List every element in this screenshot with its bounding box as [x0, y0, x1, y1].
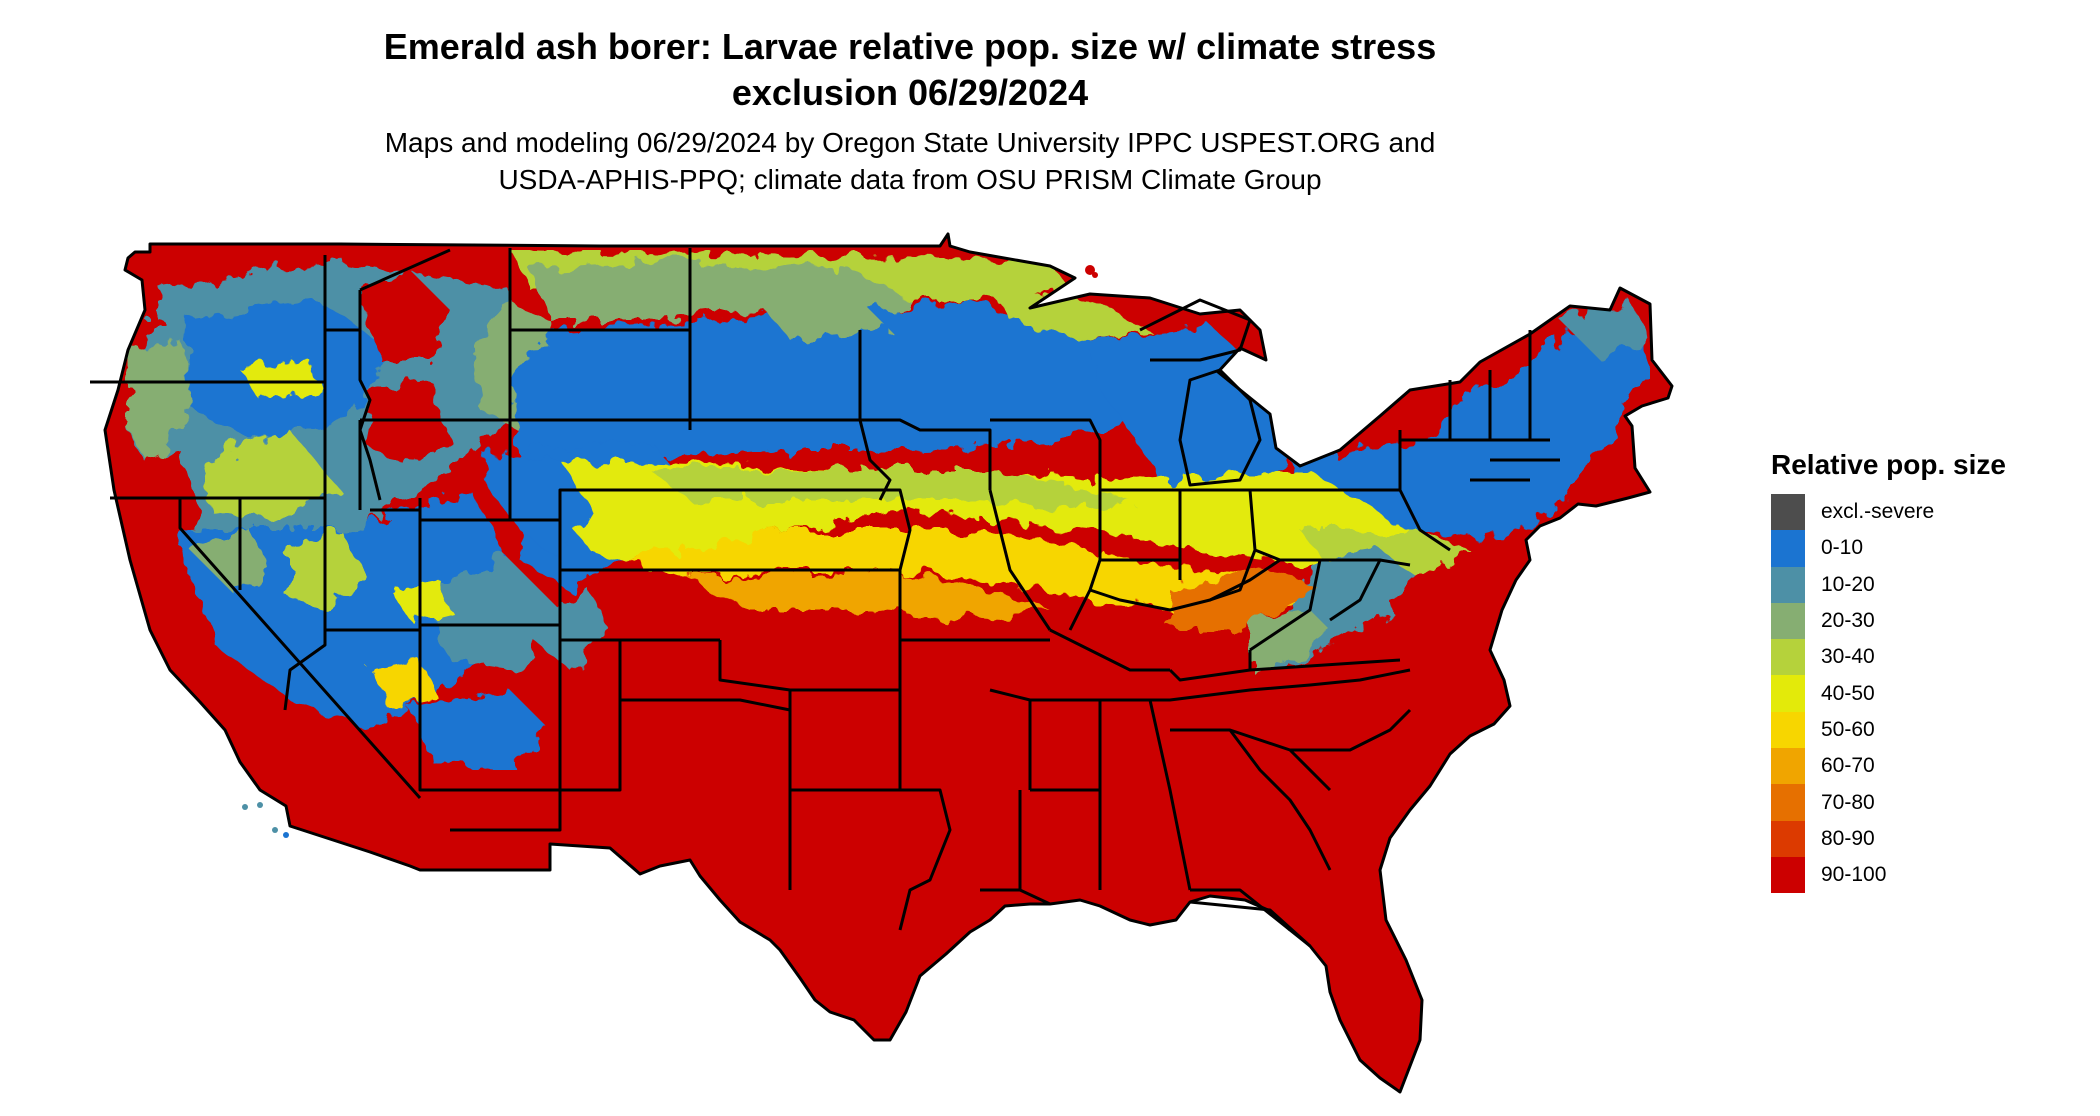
legend-label: 70-80	[1821, 790, 1875, 814]
legend-swatch	[1771, 856, 1805, 894]
legend-label: 0-10	[1821, 536, 1864, 560]
legend-swatch	[1771, 675, 1805, 712]
legend-title: Relative pop. size	[1771, 449, 2006, 480]
legend-item: 60-70	[1771, 748, 2006, 785]
legend-swatch	[1771, 784, 1805, 821]
legend-item: 10-20	[1771, 566, 2006, 603]
population-raster	[105, 234, 1672, 1092]
legend-swatch	[1771, 711, 1805, 749]
legend-label: 80-90	[1821, 826, 1875, 850]
map-title: Emerald ash borer: Larvae relative pop. …	[160, 24, 1660, 116]
legend-item: 90-100	[1771, 856, 2006, 894]
map-subtitle-line-1: Maps and modeling 06/29/2024 by Oregon S…	[384, 127, 1436, 158]
legend-swatch	[1771, 748, 1805, 785]
legend-swatch	[1771, 820, 1805, 857]
us-population-map	[90, 232, 1674, 1094]
coastal-fragments	[242, 265, 1098, 838]
legend-label: 20-30	[1821, 609, 1875, 633]
legend-item: excl.-severe	[1771, 494, 2006, 531]
legend-label: 10-20	[1821, 572, 1875, 596]
legend-swatch	[1771, 494, 1805, 531]
map-subtitle: Maps and modeling 06/29/2024 by Oregon S…	[160, 124, 1660, 198]
map-subtitle-line-2: USDA-APHIS-PPQ; climate data from OSU PR…	[498, 164, 1322, 195]
legend-items: excl.-severe 0-10 10-20 20-30 30-40 40-50 50-6…	[1771, 494, 2006, 894]
legend-item: 40-50	[1771, 675, 2006, 712]
legend-item: 80-90	[1771, 820, 2006, 857]
legend-item: 30-40	[1771, 639, 2006, 676]
map-title-line-2: exclusion 06/29/2024	[731, 72, 1089, 113]
legend-label: 50-60	[1821, 717, 1875, 741]
legend-label: excl.-severe	[1821, 500, 1935, 524]
legend: Relative pop. size excl.-severe 0-10 10-20…	[1771, 448, 2006, 894]
legend-label: 40-50	[1821, 681, 1875, 705]
legend-item: 70-80	[1771, 784, 2006, 821]
legend-item: 20-30	[1771, 602, 2006, 640]
legend-swatch	[1771, 566, 1805, 603]
map-title-line-1: Emerald ash borer: Larvae relative pop. …	[383, 26, 1437, 67]
legend-label: 60-70	[1821, 754, 1875, 778]
legend-swatch	[1771, 602, 1805, 640]
legend-item: 50-60	[1771, 711, 2006, 749]
legend-label: 30-40	[1821, 645, 1875, 669]
legend-label: 90-100	[1821, 863, 1887, 887]
state-boundaries	[90, 232, 1674, 1094]
legend-item: 0-10	[1771, 530, 2006, 567]
legend-swatch	[1771, 530, 1805, 567]
legend-swatch	[1771, 639, 1805, 676]
